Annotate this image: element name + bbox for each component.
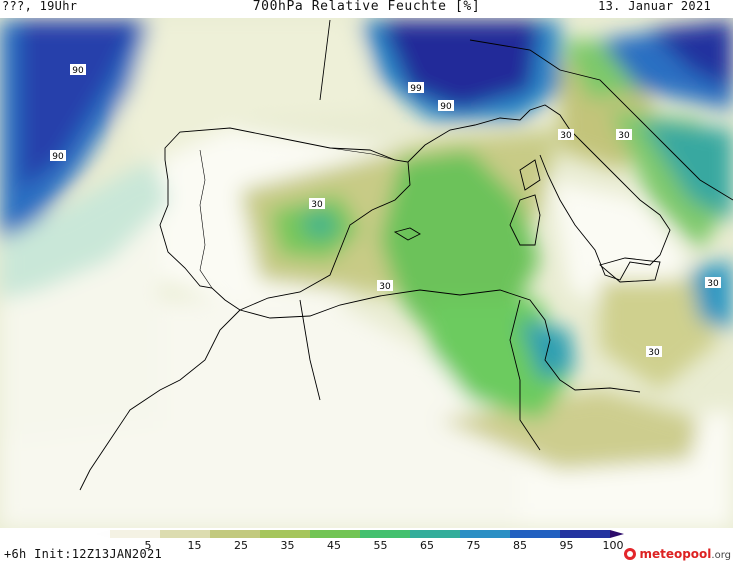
map-title: 700hPa Relative Feuchte [%]	[252, 0, 481, 14]
date-label: 13. Januar 2021	[598, 0, 711, 13]
contour-label: 90	[50, 150, 66, 162]
svg-text:30: 30	[707, 279, 719, 289]
contour-label: 30	[558, 129, 574, 141]
colorbar-scale	[110, 530, 610, 538]
colorbar-segment	[360, 530, 410, 538]
humidity-fields	[0, 20, 733, 528]
colorbar-segment	[160, 530, 210, 538]
svg-text:90: 90	[72, 66, 84, 76]
colorbar-segment	[260, 530, 310, 538]
svg-text:30: 30	[618, 131, 630, 141]
colorbar-segment	[310, 530, 360, 538]
colorbar-tick-label: 95	[559, 539, 574, 552]
colorbar-segment	[410, 530, 460, 538]
colorbar-max-arrow	[610, 530, 624, 538]
humidity-map: 90 90 99 90 30 30 30 30 30 30	[0, 18, 733, 528]
svg-text:30: 30	[560, 131, 572, 141]
header-bar: ???, 19Uhr 700hPa Relative Feuchte [%] 1…	[0, 0, 733, 18]
colorbar: 5 15 25 35 45 55 65 75 85 95 100	[96, 527, 636, 557]
contour-label: 90	[70, 64, 86, 76]
valid-time-label: ???, 19Uhr	[2, 0, 78, 13]
svg-text:30: 30	[648, 348, 660, 358]
contour-labels: 90 90 99 90 30 30 30 30 30 30	[50, 64, 721, 358]
colorbar-tick-label: 55	[373, 539, 388, 552]
map-canvas: 90 90 99 90 30 30 30 30 30 30	[0, 18, 733, 528]
contour-label: 30	[377, 280, 393, 292]
svg-text:90: 90	[440, 102, 452, 112]
colorbar-ticks: 5 15 25 35 45 55 65 75 85 95 100	[96, 540, 636, 554]
contour-label: 99	[408, 82, 424, 94]
svg-text:30: 30	[311, 200, 323, 210]
contour-label: 30	[616, 129, 632, 141]
colorbar-segment	[510, 530, 560, 538]
svg-text:99: 99	[410, 84, 422, 94]
brand-text: meteopool.org	[639, 547, 731, 561]
meteopool-logo-icon	[624, 548, 637, 560]
colorbar-min-arrow	[96, 530, 110, 538]
coastlines	[79, 19, 733, 491]
colorbar-tick-label: 85	[513, 539, 527, 552]
contour-label: 30	[309, 198, 325, 210]
brand-main: meteopool	[639, 547, 712, 561]
colorbar-tick-label: 5	[144, 539, 152, 552]
colorbar-segment	[110, 530, 160, 538]
colorbar-segment	[560, 530, 610, 538]
svg-text:90: 90	[52, 152, 64, 162]
brand-suffix: .org	[711, 550, 731, 561]
colorbar-tick-label: 100	[602, 539, 624, 552]
colorbar-tick-label: 35	[280, 539, 295, 552]
colorbar-tick-label: 15	[187, 539, 202, 552]
contour-label: 90	[438, 100, 454, 112]
svg-text:30: 30	[379, 282, 391, 292]
colorbar-tick-label: 45	[327, 539, 341, 552]
init-label: +6h Init:12Z13JAN2021	[4, 547, 163, 561]
contour-label: 30	[705, 277, 721, 289]
colorbar-segment	[460, 530, 510, 538]
colorbar-tick-label: 75	[466, 539, 481, 552]
brand[interactable]: meteopool.org	[624, 547, 731, 561]
contour-label: 30	[646, 346, 662, 358]
colorbar-tick-label: 25	[234, 539, 248, 552]
colorbar-segment	[210, 530, 260, 538]
colorbar-tick-label: 65	[420, 539, 434, 552]
